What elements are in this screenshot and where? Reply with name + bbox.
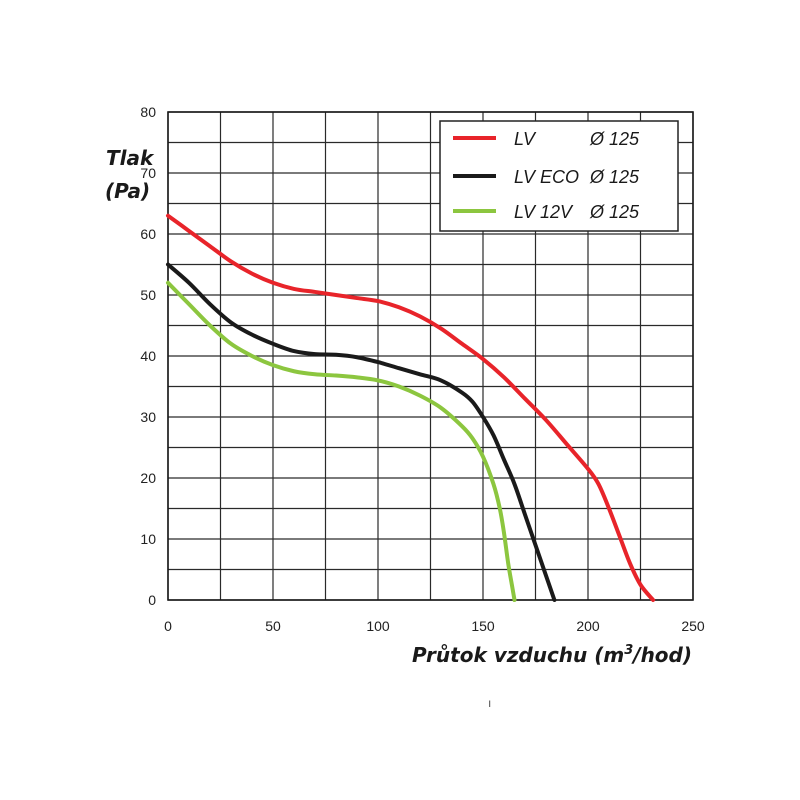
x-axis-title-suffix: /hod) xyxy=(631,643,692,667)
x-tick-label: 150 xyxy=(471,618,495,634)
legend-label-lv-12v: LV 12V xyxy=(514,202,574,222)
x-tick-label: 200 xyxy=(576,618,600,634)
x-tick-label: 250 xyxy=(681,618,705,634)
plot-border xyxy=(167,111,694,601)
legend-label-lv: LV xyxy=(514,129,537,149)
y-tick-label: 10 xyxy=(140,531,156,547)
y-tick-label: 60 xyxy=(140,226,156,242)
stray-mark: ı xyxy=(488,696,491,710)
y-tick-label: 0 xyxy=(148,592,156,608)
x-tick-label: 50 xyxy=(265,618,281,634)
grid xyxy=(167,111,694,601)
y-tick-label: 30 xyxy=(140,409,156,425)
x-axis-title-superscript: 3 xyxy=(624,643,633,658)
series-curves xyxy=(166,213,656,602)
y-tick-label: 20 xyxy=(140,470,156,486)
y-tick-label: 50 xyxy=(140,287,156,303)
x-tick-label: 100 xyxy=(366,618,390,634)
series-line-lv-eco xyxy=(166,262,557,602)
y-tick-label: 40 xyxy=(140,348,156,364)
legend: LV Ø 125 LV ECO Ø 125 LV 12V Ø 125 xyxy=(439,120,679,232)
y-axis-title-line2: (Pa) xyxy=(105,179,150,203)
y-axis-title-line1: Tlak xyxy=(106,146,155,170)
tick-labels: 0 50 100 150 200 250 0 10 20 30 40 50 60 70 80 xyxy=(140,104,704,634)
y-tick-label: 80 xyxy=(140,104,156,120)
series-line-lv-12v xyxy=(166,280,517,602)
x-tick-label: 0 xyxy=(164,618,172,634)
legend-diameter-lv-eco: Ø 125 xyxy=(589,167,640,187)
y-tick-label: 70 xyxy=(140,165,156,181)
legend-diameter-lv-12v: Ø 125 xyxy=(589,202,640,222)
legend-diameter-lv: Ø 125 xyxy=(589,129,640,149)
series-line-lv xyxy=(166,213,656,602)
x-axis-title: Průtok vzduchu (m3/hod) xyxy=(412,643,692,667)
legend-label-lv-eco: LV ECO xyxy=(514,167,579,187)
x-axis-title-prefix: Průtok vzduchu (m xyxy=(412,643,624,667)
